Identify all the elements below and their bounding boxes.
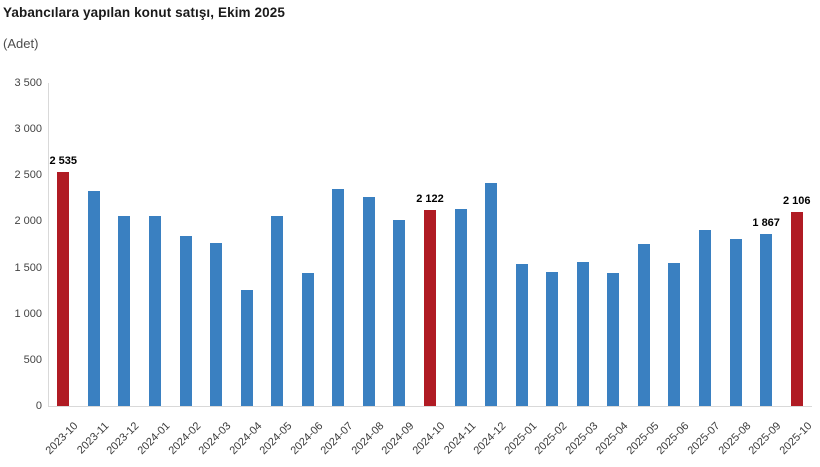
y-axis-label: 500 bbox=[23, 353, 42, 366]
bar-2025-02[interactable] bbox=[546, 272, 559, 406]
bar-2024-10[interactable] bbox=[424, 210, 436, 406]
bar-2025-10[interactable] bbox=[790, 211, 803, 406]
bar-2023-11[interactable] bbox=[87, 190, 100, 406]
y-axis-label: 1 000 bbox=[14, 307, 42, 320]
data-label-2025-09: 1 867 bbox=[752, 216, 780, 229]
bar-2024-07[interactable] bbox=[332, 189, 345, 406]
chart-subtitle: (Adet) bbox=[3, 36, 39, 51]
y-axis-label: 1 500 bbox=[14, 261, 42, 274]
y-axis-label: 2 000 bbox=[14, 215, 42, 228]
bar-2024-01[interactable] bbox=[148, 215, 161, 406]
bar-2025-05[interactable] bbox=[637, 243, 650, 406]
bar-2024-03[interactable] bbox=[210, 242, 223, 406]
x-axis-baseline bbox=[48, 406, 812, 407]
bar-2025-08[interactable] bbox=[729, 238, 742, 406]
bar-2024-08[interactable] bbox=[362, 197, 375, 406]
y-axis-label: 3 000 bbox=[14, 123, 42, 136]
bar-2024-09[interactable] bbox=[393, 219, 406, 406]
bar-2025-04[interactable] bbox=[607, 273, 620, 406]
y-axis-label: 3 500 bbox=[14, 77, 42, 89]
data-label-2025-10: 2 106 bbox=[782, 194, 811, 207]
chart-title: Yabancılara yapılan konut satışı, Ekim 2… bbox=[3, 5, 285, 20]
bar-2025-07[interactable] bbox=[699, 229, 712, 406]
bar-2024-11[interactable] bbox=[454, 208, 467, 406]
bar-2024-02[interactable] bbox=[179, 236, 192, 406]
data-label-2024-10: 2 122 bbox=[416, 193, 444, 206]
y-axis-label: 0 bbox=[35, 400, 42, 412]
bar-2024-05[interactable] bbox=[271, 215, 284, 406]
bar-2025-03[interactable] bbox=[576, 262, 589, 406]
bar-2025-06[interactable] bbox=[668, 262, 681, 406]
bar-2025-09[interactable] bbox=[760, 233, 773, 406]
bar-2023-12[interactable] bbox=[118, 215, 131, 406]
y-axis-line bbox=[48, 83, 49, 406]
data-label-2023-10: 2 535 bbox=[49, 155, 78, 168]
y-axis-label: 2 500 bbox=[14, 169, 42, 182]
bar-2025-01[interactable] bbox=[515, 263, 528, 406]
bar-2024-12[interactable] bbox=[485, 182, 498, 406]
bar-2023-10[interactable] bbox=[57, 172, 70, 406]
bar-2024-06[interactable] bbox=[301, 273, 314, 406]
bar-2024-04[interactable] bbox=[240, 289, 253, 406]
